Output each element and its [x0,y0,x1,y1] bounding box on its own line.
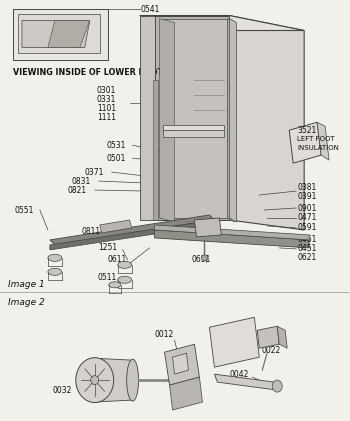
Polygon shape [215,374,277,390]
Ellipse shape [76,358,114,402]
Ellipse shape [118,261,132,268]
Polygon shape [209,317,259,367]
Text: 0032: 0032 [53,386,72,394]
Polygon shape [48,21,90,48]
Ellipse shape [48,268,62,275]
Ellipse shape [127,359,139,401]
Polygon shape [173,353,189,374]
Polygon shape [195,218,222,237]
Text: 0471: 0471 [297,213,316,222]
Polygon shape [164,344,200,385]
Text: 3521: 3521 [297,126,316,135]
Text: 0821: 0821 [68,186,87,195]
Text: LEFT FOOT: LEFT FOOT [297,136,335,142]
Text: 0331: 0331 [97,95,116,104]
Text: 0541: 0541 [141,5,160,14]
Polygon shape [50,215,215,245]
Text: 0811: 0811 [82,227,101,237]
Polygon shape [153,80,158,220]
Text: 0611: 0611 [108,256,127,264]
Text: 0012: 0012 [155,330,174,339]
Polygon shape [162,125,224,130]
Text: Image 1: Image 1 [8,280,45,289]
Text: 1111: 1111 [97,113,116,122]
Polygon shape [162,130,224,137]
Polygon shape [160,19,175,222]
Polygon shape [228,19,234,222]
Text: 0301: 0301 [97,86,116,95]
Text: 0371: 0371 [85,168,104,176]
Polygon shape [160,19,228,218]
Polygon shape [289,122,321,163]
Ellipse shape [91,376,99,385]
Polygon shape [94,358,133,402]
Text: 0651: 0651 [191,256,211,264]
Ellipse shape [109,282,121,288]
Text: 0451: 0451 [297,245,316,253]
Text: 1251: 1251 [98,243,117,253]
Polygon shape [100,220,132,233]
Text: 0591: 0591 [297,224,316,232]
Polygon shape [229,16,304,230]
Polygon shape [277,326,287,348]
Polygon shape [140,16,304,30]
Text: 0022: 0022 [261,346,281,355]
Polygon shape [140,16,155,220]
Polygon shape [18,13,100,53]
Ellipse shape [202,255,208,261]
Text: 0511: 0511 [98,273,117,282]
Polygon shape [257,326,279,348]
Text: 0901: 0901 [297,203,316,213]
Text: 0391: 0391 [297,192,316,200]
Text: INSULATION: INSULATION [297,145,339,151]
Polygon shape [169,377,202,410]
Text: 0531: 0531 [107,141,126,150]
Bar [13,8,108,60]
Polygon shape [50,220,215,250]
Text: 0831: 0831 [72,176,91,186]
Polygon shape [155,230,309,248]
Text: 1101: 1101 [97,104,116,113]
Polygon shape [229,19,236,222]
Ellipse shape [48,254,62,261]
Text: 0551: 0551 [15,205,34,215]
Text: 0621: 0621 [297,253,316,262]
Text: VIEWING INSIDE OF LOWER FOOT: VIEWING INSIDE OF LOWER FOOT [13,68,163,77]
Polygon shape [155,16,229,220]
Ellipse shape [272,380,282,392]
Text: 0501: 0501 [107,154,126,163]
Text: 0461: 0461 [297,235,316,245]
Text: 0381: 0381 [297,183,316,192]
Polygon shape [317,122,329,160]
Text: 0042: 0042 [229,370,249,378]
Polygon shape [22,21,90,48]
Polygon shape [155,225,309,240]
Text: Image 2: Image 2 [8,298,45,307]
Ellipse shape [118,276,132,283]
